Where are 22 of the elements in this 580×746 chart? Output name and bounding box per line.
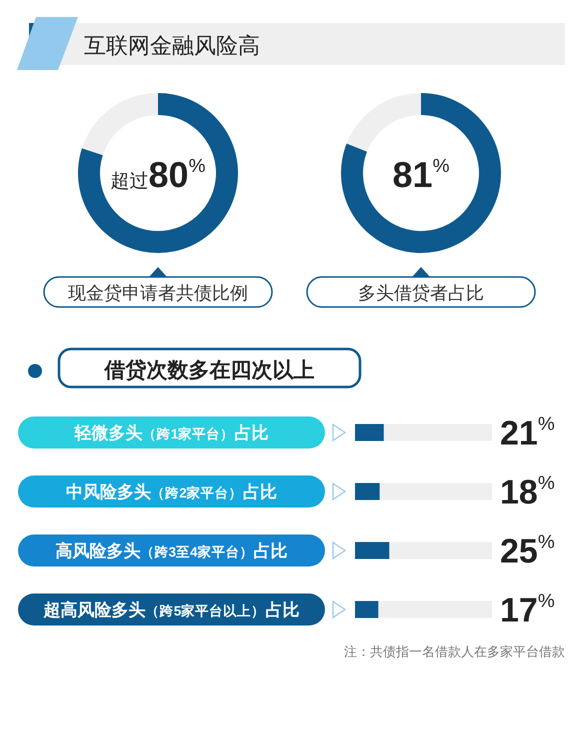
data-label: 81% — [392, 154, 450, 195]
chart-title: 互联网金融风险高 — [84, 33, 260, 58]
donut-slice — [78, 93, 238, 253]
chart-title: 借贷次数多在四次以上 — [104, 358, 314, 382]
data-label: 25% — [500, 532, 555, 570]
data-label: 21% — [500, 414, 555, 452]
bar — [355, 601, 378, 618]
y-tick-label: 轻微多头（跨1家平台）占比 — [74, 424, 268, 442]
text: 多头借贷者占比 — [358, 283, 484, 303]
y-tick-label: 中风险多头（跨2家平台）占比 — [66, 482, 277, 502]
data-label: 18% — [500, 473, 555, 512]
text: 注：共债指一名借款人在多家平台借款 — [344, 644, 565, 659]
y-tick-label: 高风险多头（跨3至4家平台）占比 — [55, 542, 288, 560]
bar — [355, 424, 384, 441]
data-label: 超过80% — [110, 154, 206, 195]
y-tick-label: 超高风险多头（跨5家平台以上）占比 — [42, 600, 300, 620]
data-label: 17% — [500, 591, 555, 630]
donut-slice — [341, 93, 501, 253]
text: 现金贷申请者共债比例 — [68, 283, 248, 303]
donut-slice — [346, 93, 421, 152]
bar — [355, 483, 380, 500]
donut-slice — [82, 93, 158, 156]
